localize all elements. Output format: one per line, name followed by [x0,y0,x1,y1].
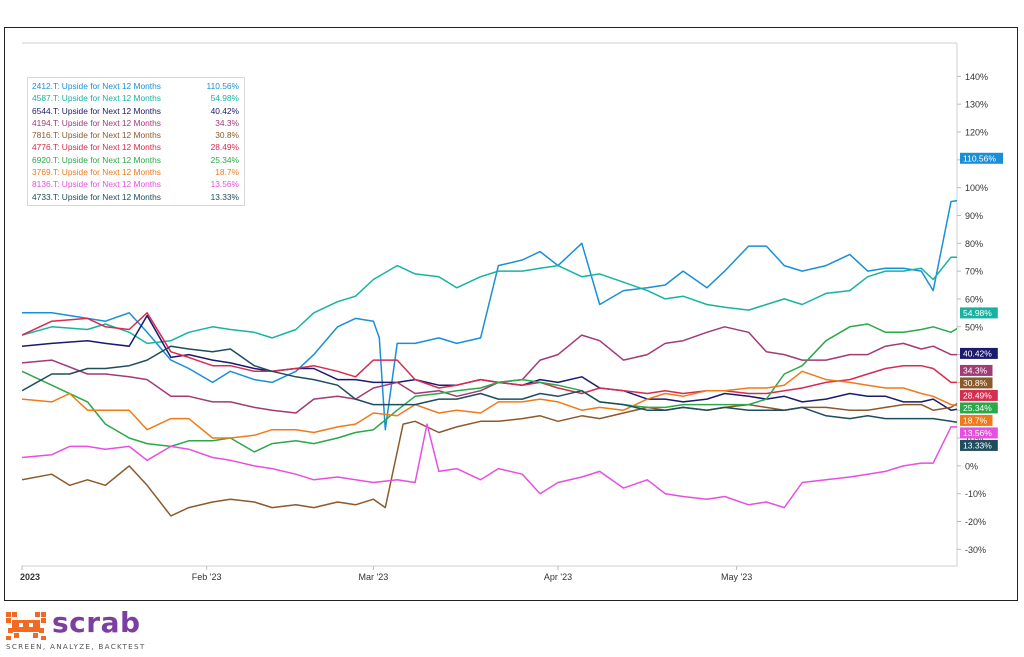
last-value-tag-4776.T: 28.49% [960,389,998,401]
y-tick-label: 140% [965,72,988,82]
legend-item[interactable]: 6920.T: Upside for Next 12 Months 25.34% [32,154,239,166]
svg-text:34.3%: 34.3% [963,366,988,376]
legend-series-name: 4776.T: Upside for Next 12 Months [32,142,161,153]
series-line-6920.T [22,323,957,453]
legend-item[interactable]: 4587.T: Upside for Next 12 Months 54.98% [32,92,239,104]
legend: 2412.T: Upside for Next 12 Months 110.56%… [27,77,245,206]
last-value-tag-4194.T: 34.3% [960,364,993,376]
brand-footer: scrab SCREEN, ANALYZE, BACKTEST [4,606,164,654]
y-tick-label: -30% [965,545,986,555]
y-tick-label: 120% [965,128,988,138]
series-line-4776.T [22,312,957,395]
svg-text:13.56%: 13.56% [963,428,992,438]
last-value-tag-8136.T: 13.56% [960,427,998,439]
legend-item[interactable]: 4776.T: Upside for Next 12 Months 28.49% [32,141,239,153]
brand-name: scrab [52,606,141,639]
svg-text:54.98%: 54.98% [963,308,992,318]
series-line-7816.T [22,402,957,517]
last-value-tag-4733.T: 13.33% [960,439,998,451]
last-value-tag-7816.T: 30.8% [960,377,993,389]
legend-series-value: 28.49% [210,142,239,153]
chart-frame: 140%130%120%110%100%90%80%70%60%50%40%30… [4,27,1018,601]
legend-item[interactable]: 4194.T: Upside for Next 12 Months 34.3% [32,117,239,129]
x-tick-label: May '23 [721,572,752,582]
line-chart: 140%130%120%110%100%90%80%70%60%50%40%30… [20,42,1004,582]
y-tick-label: 80% [965,239,983,249]
last-value-tags: 110.56% 54.98% 40.42% 34.3% 30.8% 28.49% 25.34… [960,152,1004,451]
y-tick-label: 0% [965,461,978,471]
legend-item[interactable]: 7816.T: Upside for Next 12 Months 30.8% [32,129,239,141]
legend-series-value: 54.98% [210,93,239,104]
legend-series-name: 4587.T: Upside for Next 12 Months [32,93,161,104]
y-tick-label: 50% [965,322,983,332]
legend-series-name: 4194.T: Upside for Next 12 Months [32,117,161,128]
legend-item[interactable]: 2412.T: Upside for Next 12 Months 110.56% [32,80,239,92]
legend-series-name: 7816.T: Upside for Next 12 Months [32,130,161,141]
series-line-8136.T [22,423,957,509]
series-line-4194.T [22,326,957,414]
series-lines [22,199,957,517]
last-value-tag-4587.T: 54.98% [960,307,998,319]
last-value-tag-6544.T: 40.42% [960,347,998,359]
legend-series-name: 3769.T: Upside for Next 12 Months [32,167,161,178]
legend-item[interactable]: 6544.T: Upside for Next 12 Months 40.42% [32,105,239,117]
legend-item[interactable]: 8136.T: Upside for Next 12 Months 13.56% [32,178,239,190]
svg-text:30.8%: 30.8% [963,378,988,388]
legend-series-value: 13.56% [210,179,239,190]
y-tick-label: -20% [965,517,986,527]
last-value-tag-2412.T: 110.56% [960,152,1004,164]
last-value-tag-6920.T: 25.34% [960,402,998,414]
legend-series-name: 6920.T: Upside for Next 12 Months [32,154,161,165]
legend-item[interactable]: 3769.T: Upside for Next 12 Months 18.7% [32,166,239,178]
legend-series-value: 30.8% [215,130,239,141]
y-tick-label: 10% [965,434,983,444]
svg-text:18.7%: 18.7% [963,416,988,426]
x-tick-label: Mar '23 [359,572,389,582]
x-tick-label: 2023 [20,572,40,582]
svg-text:28.49%: 28.49% [963,391,992,401]
x-tick-label: Feb '23 [192,572,222,582]
legend-series-value: 110.56% [206,81,239,91]
series-line-2412.T [22,199,957,431]
series-line-3769.T [22,370,957,439]
last-value-tag-3769.T: 18.7% [960,414,993,426]
series-line-4587.T [22,256,957,345]
series-line-4733.T [22,345,957,423]
crab-logo-icon [6,612,46,640]
legend-series-name: 4733.T: Upside for Next 12 Months [32,191,161,202]
legend-item[interactable]: 4733.T: Upside for Next 12 Months 13.33% [32,191,239,203]
y-tick-label: 60% [965,294,983,304]
series-line-6544.T [22,314,957,411]
legend-series-value: 13.33% [210,191,239,202]
legend-series-value: 34.3% [215,117,239,128]
svg-text:13.33%: 13.33% [963,441,992,451]
legend-series-name: 8136.T: Upside for Next 12 Months [32,179,161,190]
legend-series-value: 40.42% [210,105,239,116]
y-tick-label: 90% [965,211,983,221]
brand-tagline: SCREEN, ANALYZE, BACKTEST [6,642,146,651]
legend-series-value: 18.7% [215,167,239,178]
legend-series-name: 2412.T: Upside for Next 12 Months [32,81,161,91]
y-tick-label: 130% [965,100,988,110]
y-tick-label: 100% [965,183,988,193]
x-tick-label: Apr '23 [544,572,572,582]
svg-text:25.34%: 25.34% [963,403,992,413]
y-tick-label: -10% [965,489,986,499]
svg-text:40.42%: 40.42% [963,349,992,359]
legend-series-value: 25.34% [210,154,239,165]
y-tick-label: 70% [965,267,983,277]
svg-text:110.56%: 110.56% [963,154,996,164]
legend-series-name: 6544.T: Upside for Next 12 Months [32,105,161,116]
